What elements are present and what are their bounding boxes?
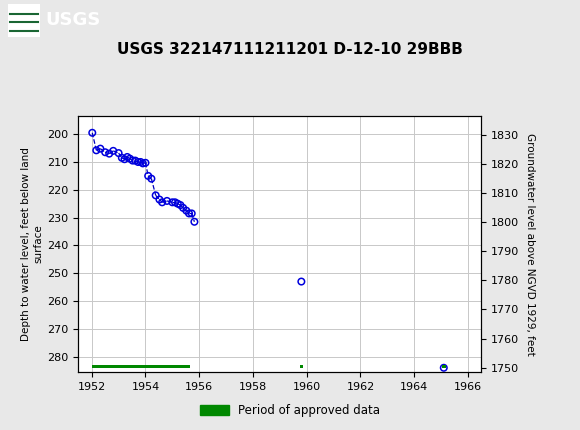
Point [147,175,156,182]
Point [141,160,150,166]
Point [96,145,105,152]
Bar [443,365,446,368]
Point [130,157,140,164]
Point [120,156,129,163]
Point [108,147,118,154]
Point [117,154,126,161]
Point [182,207,191,214]
Point [151,192,160,199]
Point [439,364,448,371]
Point [155,196,164,203]
Legend: Period of approved data: Period of approved data [195,399,385,422]
Bar [8,4,40,37]
Point [173,200,182,207]
Point [125,155,135,162]
Point [179,204,188,211]
Point [162,197,172,204]
Point [104,150,114,157]
Point [138,160,147,167]
Point [88,129,97,136]
Text: USGS: USGS [45,12,100,29]
Point [184,210,194,217]
Bar [92,365,190,368]
Point [168,199,177,206]
Point [92,147,101,154]
Point [128,157,137,164]
Point [122,154,132,160]
Point [143,172,153,179]
Bar [300,365,303,368]
Point [190,218,199,225]
Point [136,159,145,166]
Point [171,199,180,206]
Point [187,210,197,217]
Point [133,159,143,166]
Point [297,278,306,285]
Y-axis label: Groundwater level above NGVD 1929, feet: Groundwater level above NGVD 1929, feet [525,132,535,356]
Point [114,150,124,157]
Point [158,199,167,206]
Point [176,202,185,209]
Point [100,149,110,156]
Text: USGS 322147111211201 D-12-10 29BBB: USGS 322147111211201 D-12-10 29BBB [117,42,463,57]
Y-axis label: Depth to water level, feet below land
surface: Depth to water level, feet below land su… [21,147,43,341]
